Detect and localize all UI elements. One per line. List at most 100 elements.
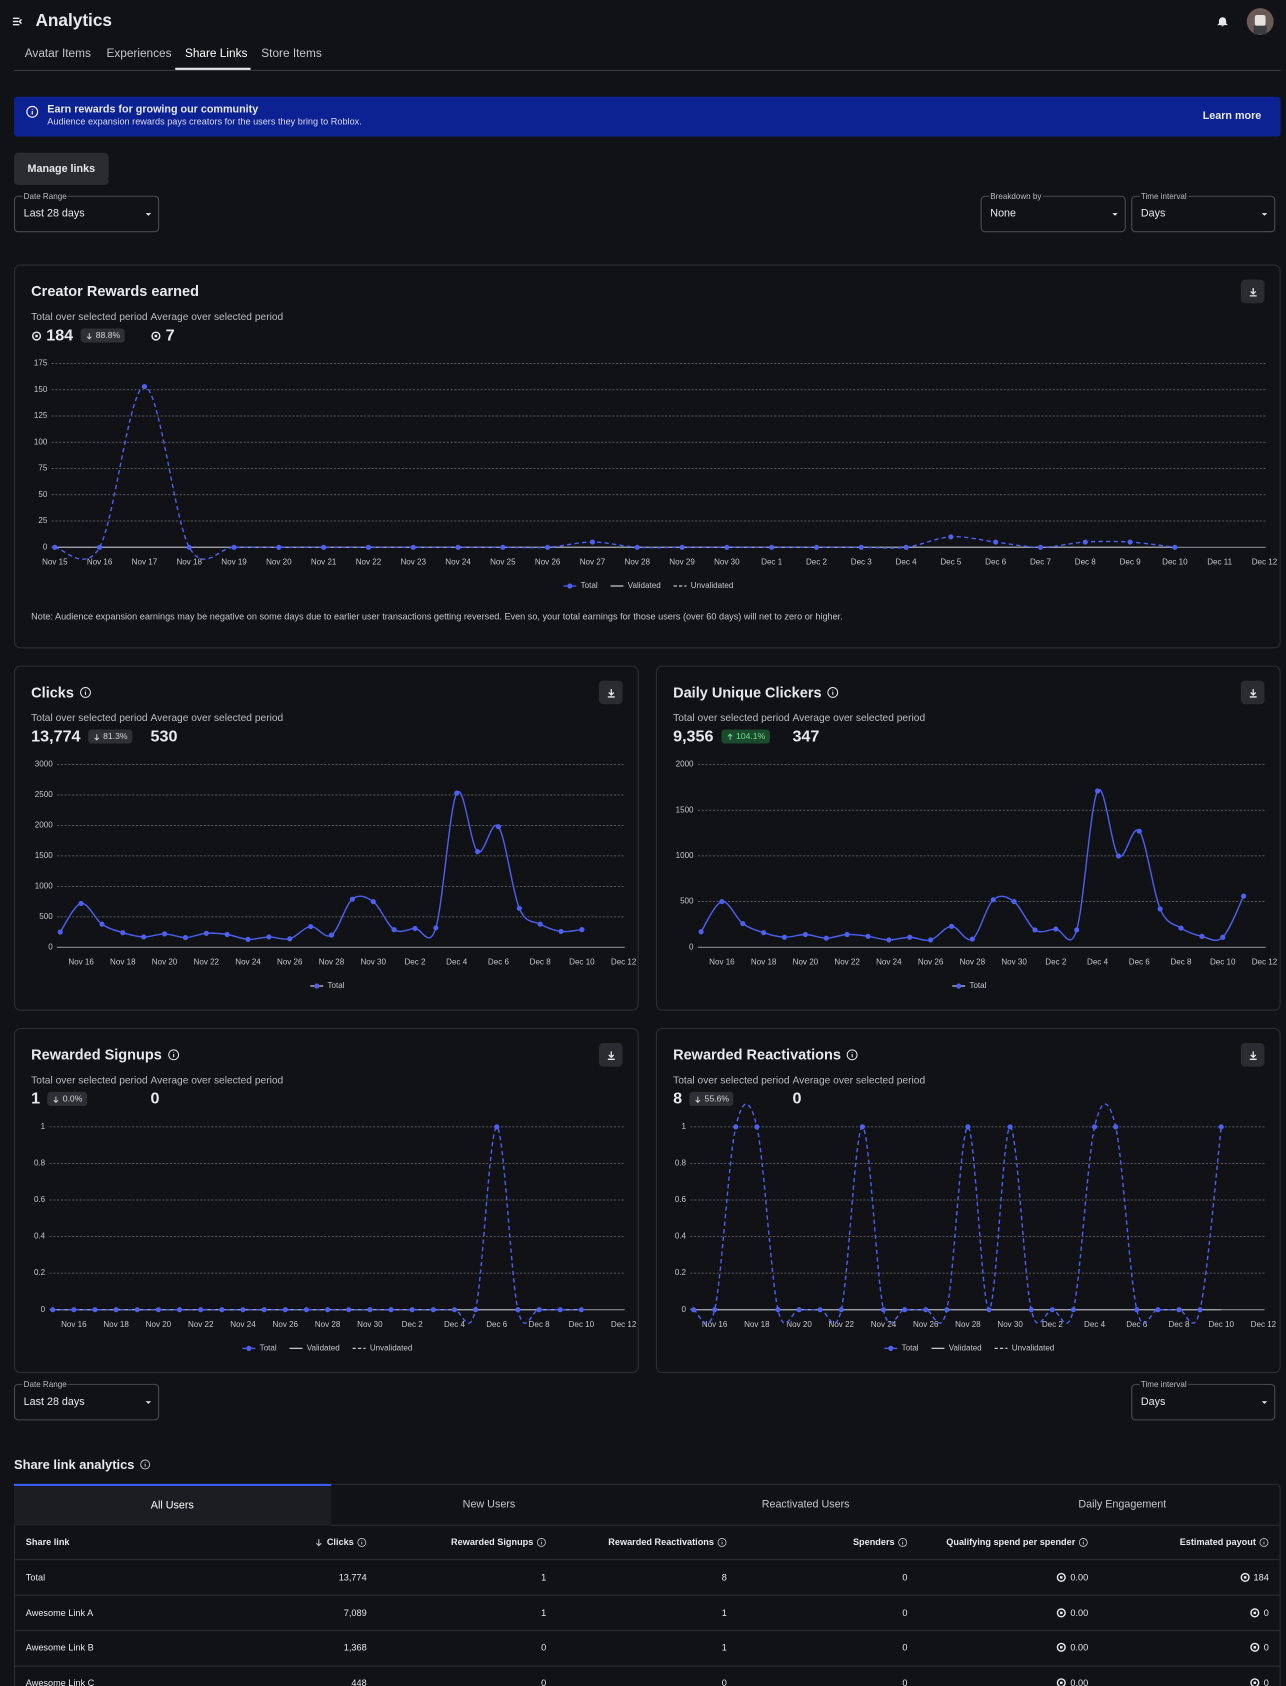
column-header-text: Qualifying spend per spender	[946, 1536, 1076, 1548]
x-tick-label: Dec 2	[402, 1320, 424, 1329]
bell-icon[interactable]	[1216, 15, 1229, 28]
download-button[interactable]	[1240, 680, 1265, 705]
y-tick-label: 150	[34, 385, 48, 394]
nav-tab[interactable]: Experiences	[106, 47, 172, 61]
download-button[interactable]	[1240, 1042, 1265, 1067]
stat-label: Total over selected period	[673, 1074, 790, 1087]
x-tick-label: Nov 17	[132, 557, 158, 566]
robux-core	[35, 334, 38, 337]
cell-text: 0	[902, 1677, 908, 1686]
select[interactable]: Date Range Last 28 days	[13, 1379, 160, 1421]
chart-title: Clicks	[31, 684, 91, 701]
data-point	[993, 539, 999, 545]
data-point	[1091, 1124, 1098, 1130]
avatar[interactable]	[1246, 8, 1274, 36]
x-tick-label: Nov 28	[955, 1320, 981, 1329]
x-tick-label: Dec 4	[1087, 957, 1109, 966]
data-point	[328, 932, 335, 938]
trend-badge: 88.8%	[80, 328, 125, 343]
menu-icon[interactable]	[12, 15, 25, 28]
select[interactable]: Time interval Days	[1131, 191, 1276, 233]
x-tick-label: Nov 21	[311, 557, 337, 566]
data-point	[775, 1307, 781, 1313]
y-tick-label: 0	[48, 942, 53, 951]
x-tick-label: Dec 10	[1210, 957, 1236, 966]
data-point	[969, 936, 975, 942]
data-point	[155, 1307, 162, 1313]
legend: Total Validated Unvalidated	[563, 581, 733, 590]
chart-plot: 0 500 1000 1500 2000 2500 3000 Nov 16 Nov 18 Nov …	[35, 760, 637, 991]
y-tick-label: 0.2	[34, 1268, 46, 1277]
table-cell: 1	[541, 1572, 546, 1583]
data-point	[817, 1307, 823, 1313]
data-point	[634, 544, 640, 550]
nav-tab-active[interactable]: Share Links	[184, 47, 248, 61]
x-tick-label: Dec 3	[851, 557, 873, 566]
y-tick-label: 75	[38, 464, 47, 473]
nav-tab[interactable]: Store Items	[261, 47, 322, 61]
chart-card: Creator Rewards earned Total over selecte…	[13, 264, 1281, 649]
stat-total: 184	[46, 326, 74, 345]
info-icon[interactable]	[140, 1459, 151, 1470]
download-icon	[1249, 287, 1257, 296]
select-label: Breakdown by	[989, 191, 1043, 202]
info-ring	[167, 1049, 179, 1061]
data-point	[928, 937, 934, 943]
legend-label: Unvalidated	[691, 581, 734, 590]
robux-icon	[1250, 1677, 1260, 1686]
data-point	[802, 931, 808, 938]
chart-title-text: Rewarded Reactivations	[673, 1046, 841, 1063]
robux-icon	[1250, 1607, 1260, 1618]
cell-text: 448	[351, 1677, 367, 1686]
table-cell: 0	[902, 1642, 907, 1653]
chart-title-text: Creator Rewards earned	[31, 283, 199, 300]
x-tick-label: Nov 27	[580, 557, 606, 566]
select[interactable]: Breakdown by None	[980, 191, 1126, 233]
x-tick-label: Nov 22	[194, 957, 220, 966]
y-tick-label: 0.4	[675, 1232, 687, 1241]
legend-marker	[246, 1345, 252, 1351]
x-tick-label: Nov 18	[110, 957, 136, 966]
series-line	[54, 385, 1175, 560]
download-button[interactable]	[598, 680, 623, 705]
data-point	[886, 937, 892, 943]
download-glyph	[607, 1050, 615, 1060]
tab[interactable]: Reactivated Users	[647, 1484, 964, 1526]
learn-more-button[interactable]: Learn more	[1202, 110, 1262, 123]
data-point	[282, 1307, 288, 1313]
x-tick-label: Nov 30	[997, 1320, 1023, 1329]
tab-active[interactable]: All Users	[13, 1483, 331, 1526]
trend-text: 88.8%	[95, 330, 121, 341]
download-button[interactable]	[598, 1042, 623, 1067]
select[interactable]: Date Range Last 28 days	[13, 191, 160, 233]
info-icon	[26, 105, 39, 118]
tab[interactable]: Daily Engagement	[963, 1484, 1281, 1526]
data-point	[733, 1124, 739, 1130]
legend: Total Validated Unvalidated	[884, 1343, 1054, 1352]
robux-core	[154, 334, 158, 337]
manage-links-button[interactable]: Manage links	[13, 152, 109, 185]
nav-tab[interactable]: Avatar Items	[24, 47, 91, 61]
data-point	[838, 1307, 844, 1313]
tab[interactable]: New Users	[330, 1484, 648, 1526]
analytics-table	[13, 1483, 1281, 1686]
legend-label: Total	[902, 1343, 919, 1352]
stat-value: 8 55.6%	[673, 1090, 734, 1108]
robux-ring	[31, 330, 42, 341]
data-point	[430, 1307, 436, 1313]
data-point	[1011, 899, 1017, 905]
data-point	[388, 1307, 394, 1313]
data-point	[679, 544, 685, 550]
download-glyph	[1249, 688, 1257, 698]
download-button[interactable]	[1240, 279, 1265, 304]
row-divider	[15, 1594, 1280, 1596]
cell-text: 0	[1263, 1677, 1269, 1686]
select[interactable]: Time interval Days	[1131, 1379, 1276, 1421]
y-tick-label: 25	[38, 516, 47, 525]
legend-label: Total	[969, 981, 986, 990]
chart-title: Daily Unique Clickers	[673, 684, 839, 701]
x-tick-label: Nov 24	[235, 957, 261, 966]
x-tick-label: Dec 2	[404, 957, 426, 966]
legend-label: Unvalidated	[1012, 1343, 1055, 1352]
